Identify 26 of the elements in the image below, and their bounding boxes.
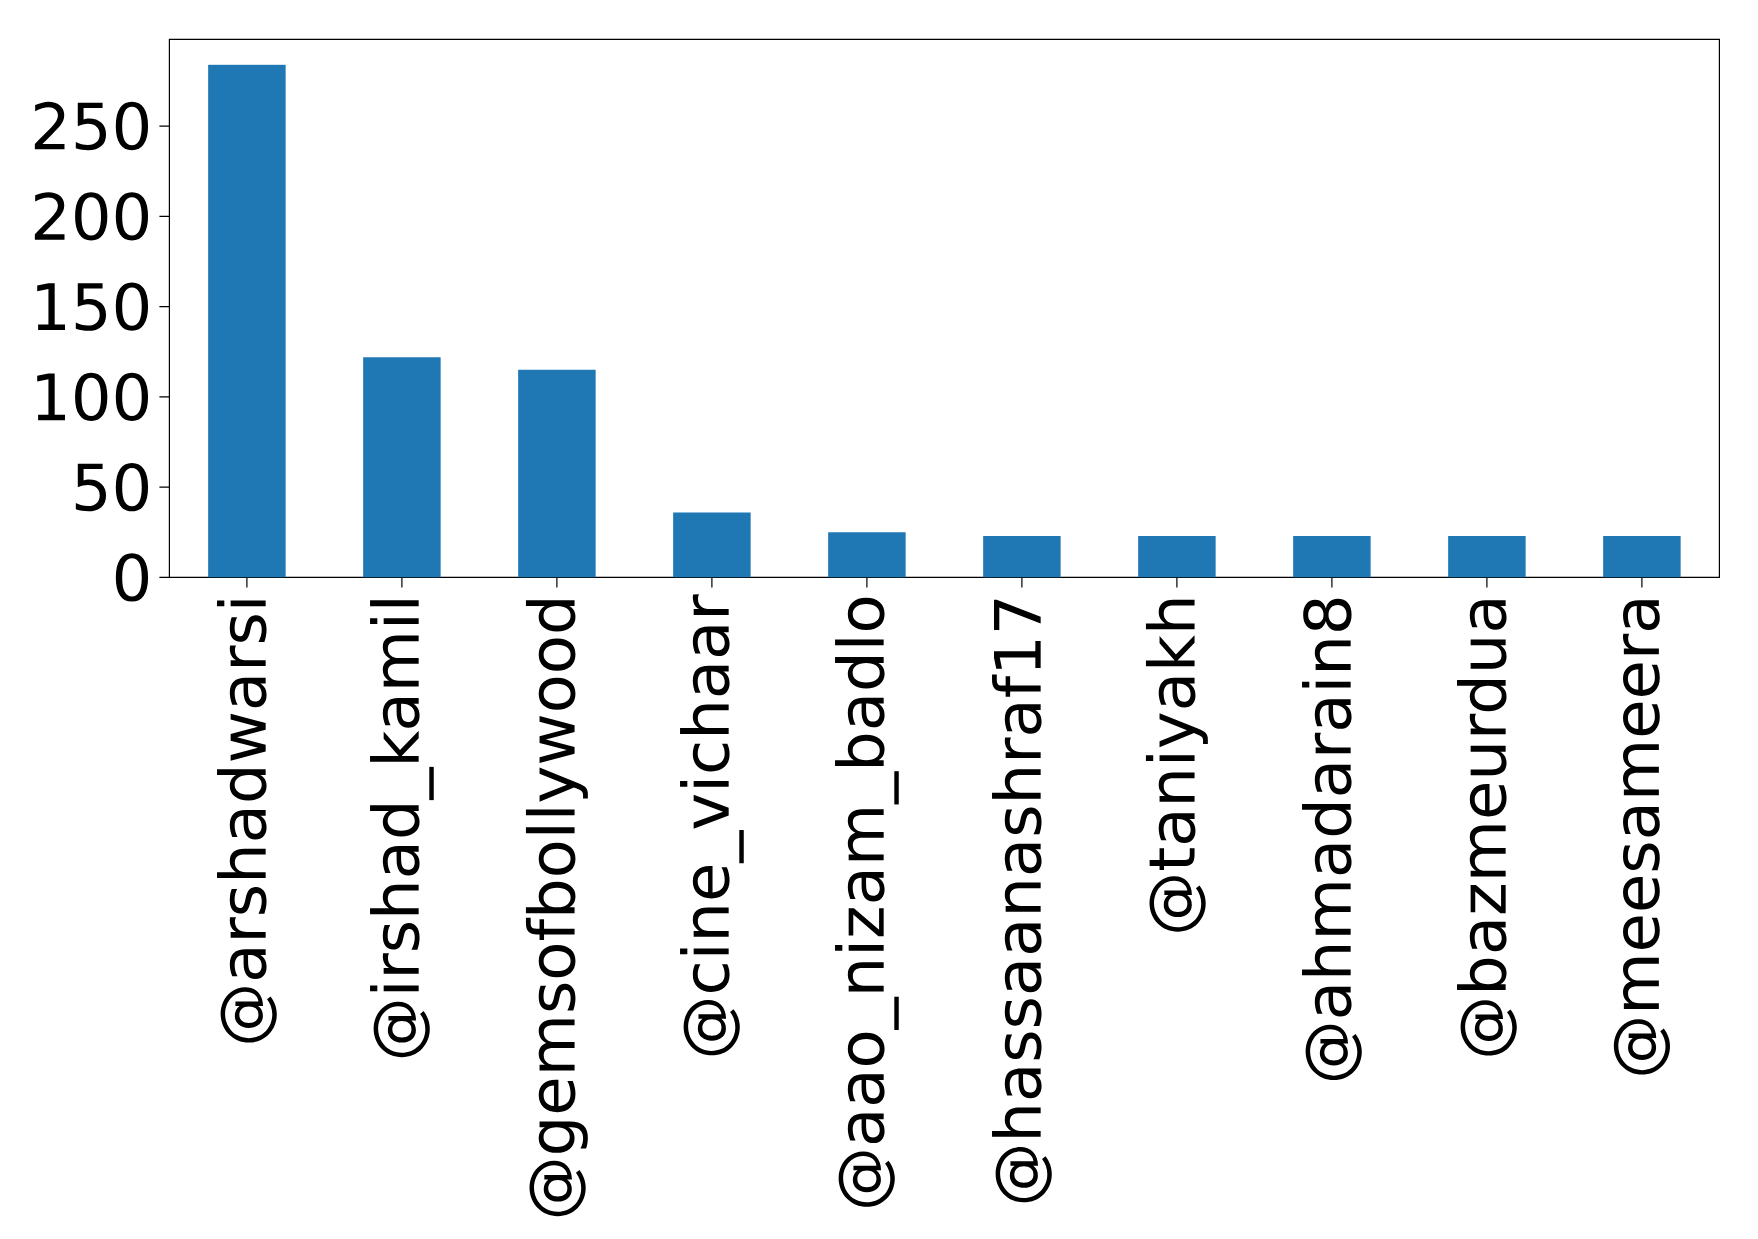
y-tick-label: 50 bbox=[75, 462, 149, 512]
x-tick-label: @hassaanashraf17 bbox=[992, 599, 1052, 1203]
bar bbox=[1448, 535, 1526, 578]
x-tick-label: @bazmeurdua bbox=[1457, 600, 1517, 1056]
y-tick-label: 200 bbox=[34, 192, 149, 241]
x-tick-label: @cine_vichaar bbox=[680, 594, 744, 1056]
x-tick-label: @ahmadarain8 bbox=[1302, 598, 1362, 1081]
bar bbox=[1603, 535, 1681, 578]
bar bbox=[1138, 535, 1216, 578]
y-tick-label: 250 bbox=[34, 101, 149, 151]
y-tick-label: 150 bbox=[37, 282, 149, 331]
y-tick-label: 100 bbox=[37, 372, 149, 422]
x-tick-label: @taniyakh bbox=[1145, 599, 1208, 932]
bar bbox=[518, 369, 596, 578]
y-tick-label: 0 bbox=[115, 553, 149, 602]
bar bbox=[673, 512, 751, 578]
x-tick-label: @aao_nizam_badlo bbox=[835, 597, 899, 1207]
x-tick-label: @gemsofbollywood bbox=[525, 600, 588, 1217]
x-tick-label: @irshad_kamil bbox=[370, 600, 434, 1058]
x-tick-label: @arshadwarsi bbox=[217, 600, 277, 1043]
bar bbox=[828, 532, 906, 578]
bar bbox=[208, 64, 286, 578]
bar bbox=[1293, 535, 1371, 578]
x-tick-label: @meesameera bbox=[1613, 600, 1670, 1075]
bar bbox=[983, 535, 1061, 578]
bar bbox=[363, 357, 441, 578]
